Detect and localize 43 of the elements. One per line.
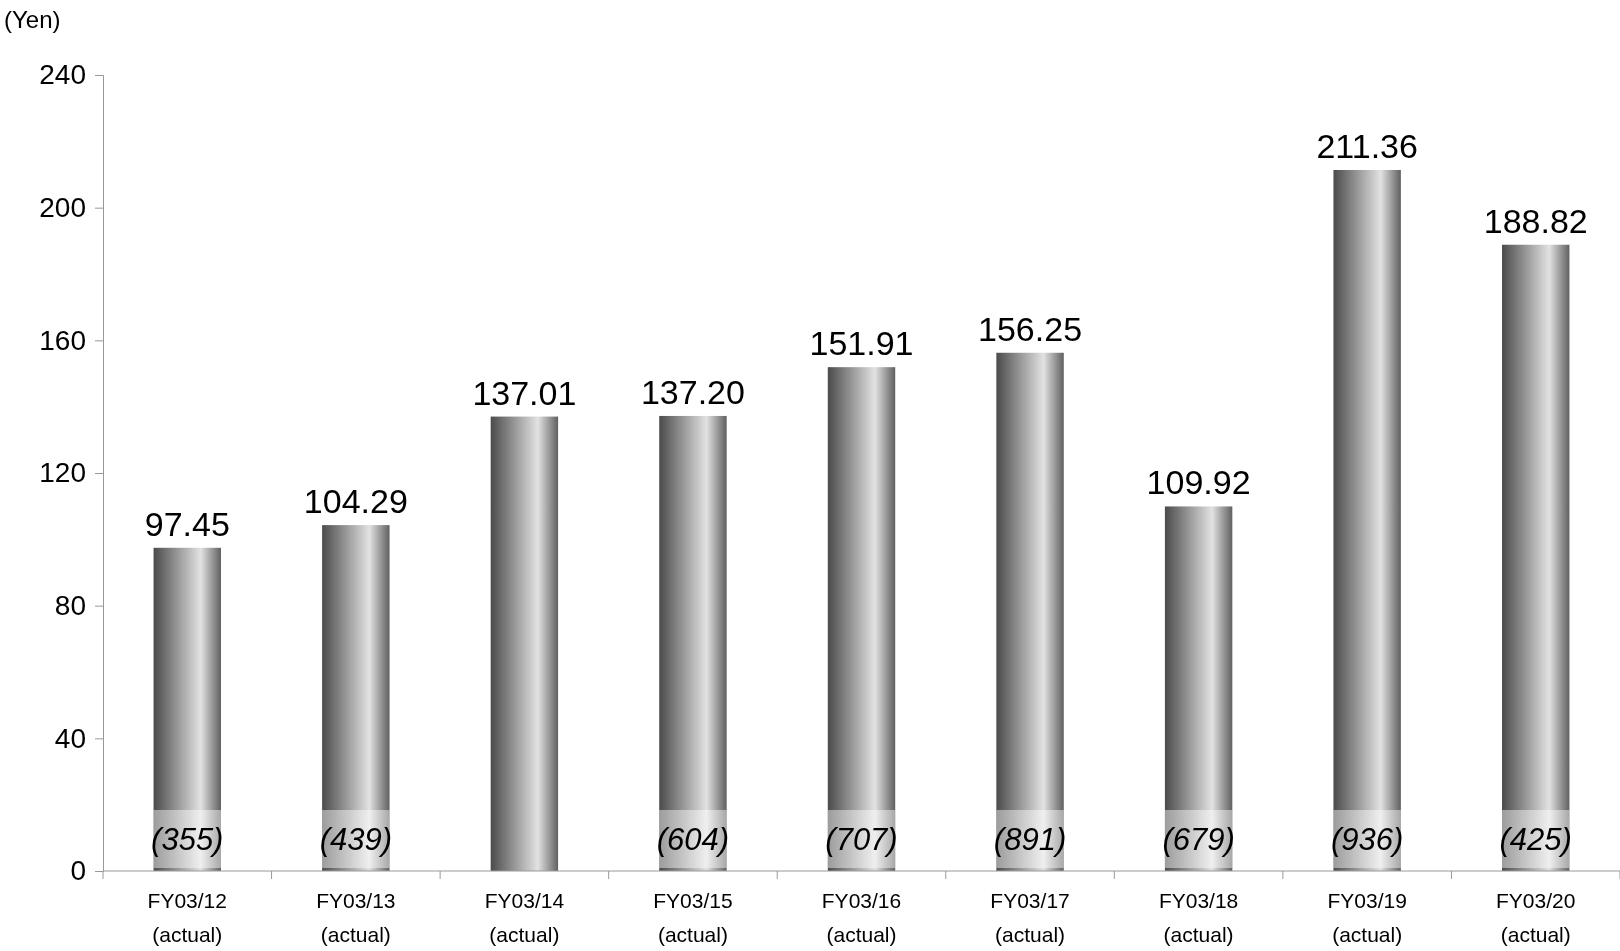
- bar: [659, 415, 727, 871]
- bar: [322, 525, 390, 871]
- y-tick-label: 200: [39, 192, 86, 224]
- data-label: 137.01: [472, 373, 577, 412]
- x-tick-label: FY03/17 (actual): [990, 889, 1070, 946]
- data-label: 104.29: [303, 482, 408, 521]
- annotation: (679): [1162, 822, 1235, 857]
- bar: [827, 367, 896, 871]
- data-label: 156.25: [978, 309, 1083, 348]
- x-tick-label: FY03/14 (actual): [484, 889, 565, 946]
- bar: [1333, 169, 1401, 871]
- annotation: (355): [151, 822, 224, 857]
- y-axis-title: (Yen): [4, 6, 61, 33]
- data-label: 211.36: [1316, 126, 1418, 165]
- x-tick-label: FY03/18 (actual): [1158, 889, 1239, 946]
- y-tick-label: 120: [39, 457, 86, 489]
- data-label: 109.92: [1146, 463, 1251, 502]
- annotation: (891): [993, 822, 1067, 857]
- bar: [1502, 244, 1570, 871]
- y-tick-label: 0: [70, 855, 86, 887]
- data-label: 97.45: [144, 504, 230, 543]
- y-tick-label: 40: [54, 722, 86, 754]
- x-tick-label: FY03/12 (actual): [147, 889, 227, 946]
- x-tick-label: FY03/19 (actual): [1327, 889, 1407, 946]
- data-label: 188.82: [1483, 201, 1588, 240]
- y-tick-label: 240: [39, 59, 86, 91]
- bar: [1164, 506, 1233, 871]
- data-label: 137.20: [640, 372, 745, 411]
- annotation: (936): [1330, 822, 1404, 857]
- y-tick-label: 160: [39, 324, 86, 356]
- x-tick-label: FY03/16 (actual): [821, 889, 902, 946]
- x-tick-label: FY03/15 (actual): [653, 889, 733, 946]
- annotation: (707): [825, 822, 898, 857]
- bar: [996, 352, 1064, 871]
- bar: [153, 547, 221, 871]
- annotation: (604): [656, 822, 730, 857]
- annotation: (425): [1499, 822, 1572, 857]
- x-tick-label: FY03/13 (actual): [316, 889, 396, 946]
- annotation: (439): [319, 822, 393, 857]
- x-tick-label: FY03/20 (actual): [1496, 889, 1576, 946]
- y-tick-label: 80: [54, 590, 86, 622]
- data-label: 151.91: [809, 324, 914, 363]
- bar: [490, 416, 559, 871]
